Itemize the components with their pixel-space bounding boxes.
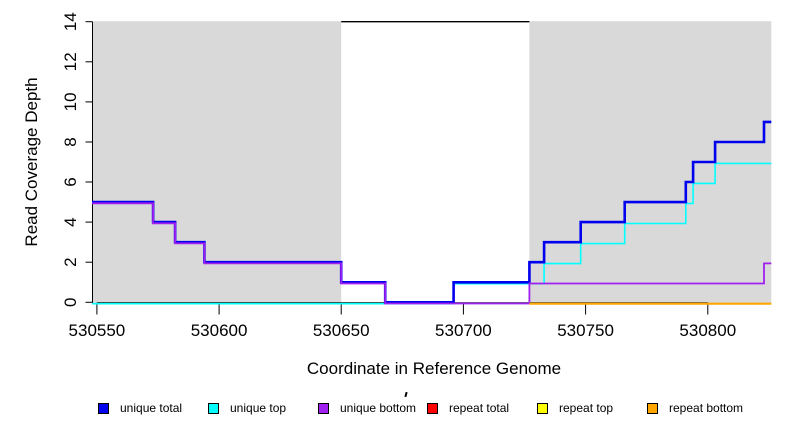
y-tick-label: 10 bbox=[61, 92, 80, 111]
y-tick-label: 2 bbox=[61, 257, 80, 266]
legend-item-unique-total: unique total bbox=[98, 401, 182, 415]
shaded-regions bbox=[92, 21, 772, 304]
legend-item-repeat-bottom: repeat bottom bbox=[647, 401, 743, 415]
legend-item-unique-bottom: unique bottom bbox=[318, 401, 416, 415]
legend-label: repeat top bbox=[559, 401, 614, 415]
legend-swatch bbox=[98, 402, 109, 414]
stray-mark bbox=[404, 391, 408, 398]
legend-swatch bbox=[318, 402, 329, 414]
y-tick-label: 4 bbox=[61, 217, 80, 226]
y-tick-label: 12 bbox=[61, 52, 80, 71]
legend-item-unique-top: unique top bbox=[208, 401, 286, 415]
series-line-unique-total bbox=[92, 120, 772, 304]
legend-label: repeat total bbox=[449, 401, 510, 415]
legend-swatch bbox=[537, 402, 548, 414]
x-tick-label: 530650 bbox=[313, 321, 370, 340]
y-tick-label: 6 bbox=[61, 177, 80, 186]
y-axis: 0 2 4 6 8 10 12 14 bbox=[61, 12, 93, 307]
legend-item-repeat-total: repeat total bbox=[427, 401, 509, 415]
x-tick-label: 530800 bbox=[679, 321, 736, 340]
shaded-region bbox=[529, 21, 772, 304]
legend-swatch bbox=[427, 402, 438, 414]
coverage-chart: 0 2 4 6 8 10 12 14 530550 530600 530650 530700 5307… bbox=[22, 12, 772, 378]
legend-swatch bbox=[647, 402, 658, 414]
legend-swatch bbox=[208, 402, 219, 414]
x-axis: 530550 530600 530650 530700 530750 530800 bbox=[69, 302, 736, 340]
legend-item-repeat-top: repeat top bbox=[537, 401, 613, 415]
y-axis-title: Read Coverage Depth bbox=[22, 77, 41, 246]
y-tick-label: 0 bbox=[61, 298, 80, 307]
series-line-unique-top bbox=[92, 162, 772, 305]
legend-label: repeat bottom bbox=[669, 401, 744, 415]
legend-label: unique bottom bbox=[340, 401, 417, 415]
x-axis-title: Coordinate in Reference Genome bbox=[307, 359, 561, 378]
y-tick-label: 14 bbox=[61, 12, 80, 31]
series-line-unique-bottom bbox=[92, 202, 772, 305]
shaded-region bbox=[92, 21, 342, 304]
x-tick-label: 530550 bbox=[69, 321, 126, 340]
series-lines bbox=[92, 120, 772, 305]
x-tick-label: 530750 bbox=[557, 321, 614, 340]
legend-label: unique top bbox=[230, 401, 287, 415]
y-tick-label: 8 bbox=[61, 137, 80, 146]
legend-label: unique total bbox=[120, 401, 183, 415]
x-tick-label: 530700 bbox=[435, 321, 492, 340]
x-tick-label: 530600 bbox=[191, 321, 248, 340]
